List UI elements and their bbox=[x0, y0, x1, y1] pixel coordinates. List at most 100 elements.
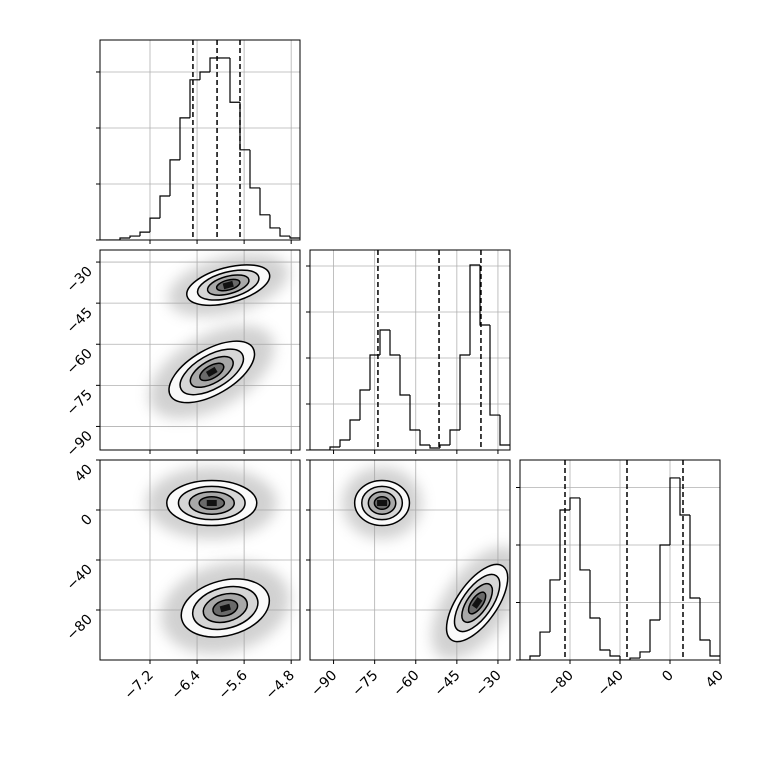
histogram-bin bbox=[439, 444, 450, 448]
histogram-bin bbox=[419, 430, 430, 446]
histogram-bin bbox=[249, 149, 260, 189]
histogram-bin bbox=[579, 497, 590, 571]
histogram-bin bbox=[209, 57, 220, 72]
density-peak bbox=[205, 366, 218, 378]
histogram-bin bbox=[489, 324, 500, 416]
histogram-bin bbox=[389, 330, 400, 356]
panel bbox=[96, 39, 301, 244]
plot-area bbox=[342, 467, 510, 660]
density-peak bbox=[219, 603, 231, 613]
histogram-bin bbox=[409, 394, 420, 431]
y-tick-label: −40 bbox=[64, 562, 96, 594]
histogram-bin bbox=[129, 235, 140, 238]
x-tick-label: −45 bbox=[431, 668, 463, 700]
x-tick-label: −40 bbox=[595, 668, 627, 700]
histogram-bin bbox=[629, 657, 640, 660]
histogram-bin bbox=[639, 651, 650, 659]
panel: −7.2 −6.4 −5.6 −4.8 40 0 −40 −80 bbox=[64, 459, 301, 703]
histogram-bin bbox=[259, 187, 270, 216]
histogram-bin bbox=[189, 79, 200, 118]
histogram-bin bbox=[369, 354, 380, 391]
y-tick-label: −90 bbox=[64, 428, 96, 460]
histogram-bin bbox=[459, 354, 470, 431]
x-tick-label: 40 bbox=[703, 668, 727, 692]
plot-area bbox=[100, 40, 300, 240]
x-tick-label: −90 bbox=[308, 668, 340, 700]
x-tick-label: −75 bbox=[349, 668, 381, 700]
histogram-bin bbox=[269, 214, 280, 229]
axes-frame bbox=[519, 459, 721, 661]
y-tick-label: −30 bbox=[64, 264, 96, 296]
histogram-bin bbox=[669, 477, 680, 545]
y-tick-label: −80 bbox=[64, 612, 96, 644]
histogram-bin bbox=[199, 71, 210, 80]
y-tick-label: −45 bbox=[64, 305, 96, 337]
histogram-bin bbox=[159, 195, 170, 219]
x-tick-label: −4.8 bbox=[263, 668, 298, 703]
y-tick-label: −60 bbox=[64, 346, 96, 378]
histogram-bin bbox=[359, 389, 370, 421]
x-tick-label: −80 bbox=[545, 668, 577, 700]
histogram-bin bbox=[499, 415, 510, 446]
histogram-bin bbox=[539, 631, 550, 656]
histogram-bin bbox=[689, 514, 700, 599]
histogram-bin bbox=[469, 264, 480, 355]
histogram-bin bbox=[449, 429, 460, 446]
x-tick-label: −7.2 bbox=[121, 668, 156, 703]
histogram-bin bbox=[229, 57, 240, 103]
histogram-bin bbox=[709, 639, 720, 657]
histogram-bin bbox=[599, 618, 610, 651]
histogram-bin bbox=[119, 237, 130, 240]
histogram-bin bbox=[329, 446, 340, 450]
histogram-bin bbox=[169, 159, 180, 197]
panel: −30 −45 −60 −75 −90 bbox=[64, 249, 301, 460]
histogram-bin bbox=[289, 236, 300, 239]
plot-area bbox=[149, 253, 289, 419]
histogram-bin bbox=[479, 264, 490, 326]
histogram-bin bbox=[149, 217, 160, 233]
histogram-bin bbox=[379, 329, 390, 355]
histogram-bin bbox=[349, 419, 360, 440]
density-peak bbox=[206, 500, 217, 506]
histogram-bin bbox=[559, 509, 570, 580]
x-tick-label: −6.4 bbox=[169, 667, 204, 702]
panel: −90 −75 −60 −45 −30 bbox=[306, 459, 511, 700]
x-tick-label: 0 bbox=[659, 668, 677, 686]
y-tick-label: −75 bbox=[64, 387, 96, 419]
density-peak bbox=[222, 280, 234, 290]
histogram-bin bbox=[339, 439, 350, 447]
panel bbox=[306, 249, 511, 454]
histogram-bin bbox=[609, 649, 620, 657]
histogram-bin bbox=[679, 477, 690, 516]
x-tick-label: −30 bbox=[473, 668, 505, 700]
axes-frame bbox=[99, 39, 301, 241]
histogram-bin bbox=[529, 655, 540, 660]
histogram-bin bbox=[399, 354, 410, 396]
axes-frame bbox=[99, 249, 301, 451]
histogram-bin bbox=[649, 619, 660, 652]
y-tick-label: 0 bbox=[78, 512, 96, 530]
plot-area bbox=[520, 460, 720, 660]
axes-frame bbox=[99, 459, 301, 661]
histogram-bin bbox=[589, 569, 600, 619]
x-tick-label: −5.6 bbox=[216, 667, 251, 702]
histogram-bin bbox=[239, 102, 250, 151]
plot-area bbox=[310, 250, 510, 450]
axes-frame bbox=[309, 459, 511, 661]
histogram-bin bbox=[699, 598, 710, 641]
y-tick-label: 40 bbox=[72, 462, 96, 486]
axes-frame bbox=[309, 249, 511, 451]
histogram-bin bbox=[429, 445, 440, 449]
histogram-bin bbox=[659, 544, 670, 620]
histogram-bin bbox=[569, 497, 580, 511]
plot-area bbox=[146, 467, 290, 654]
histogram-bin bbox=[549, 579, 560, 633]
histogram-bin bbox=[179, 117, 190, 160]
histogram-bin bbox=[139, 231, 150, 237]
histogram-bin bbox=[279, 227, 290, 237]
histogram-bin bbox=[619, 655, 630, 660]
density-peak bbox=[377, 500, 388, 506]
density-peak bbox=[471, 597, 483, 609]
x-tick-label: −60 bbox=[390, 668, 422, 700]
